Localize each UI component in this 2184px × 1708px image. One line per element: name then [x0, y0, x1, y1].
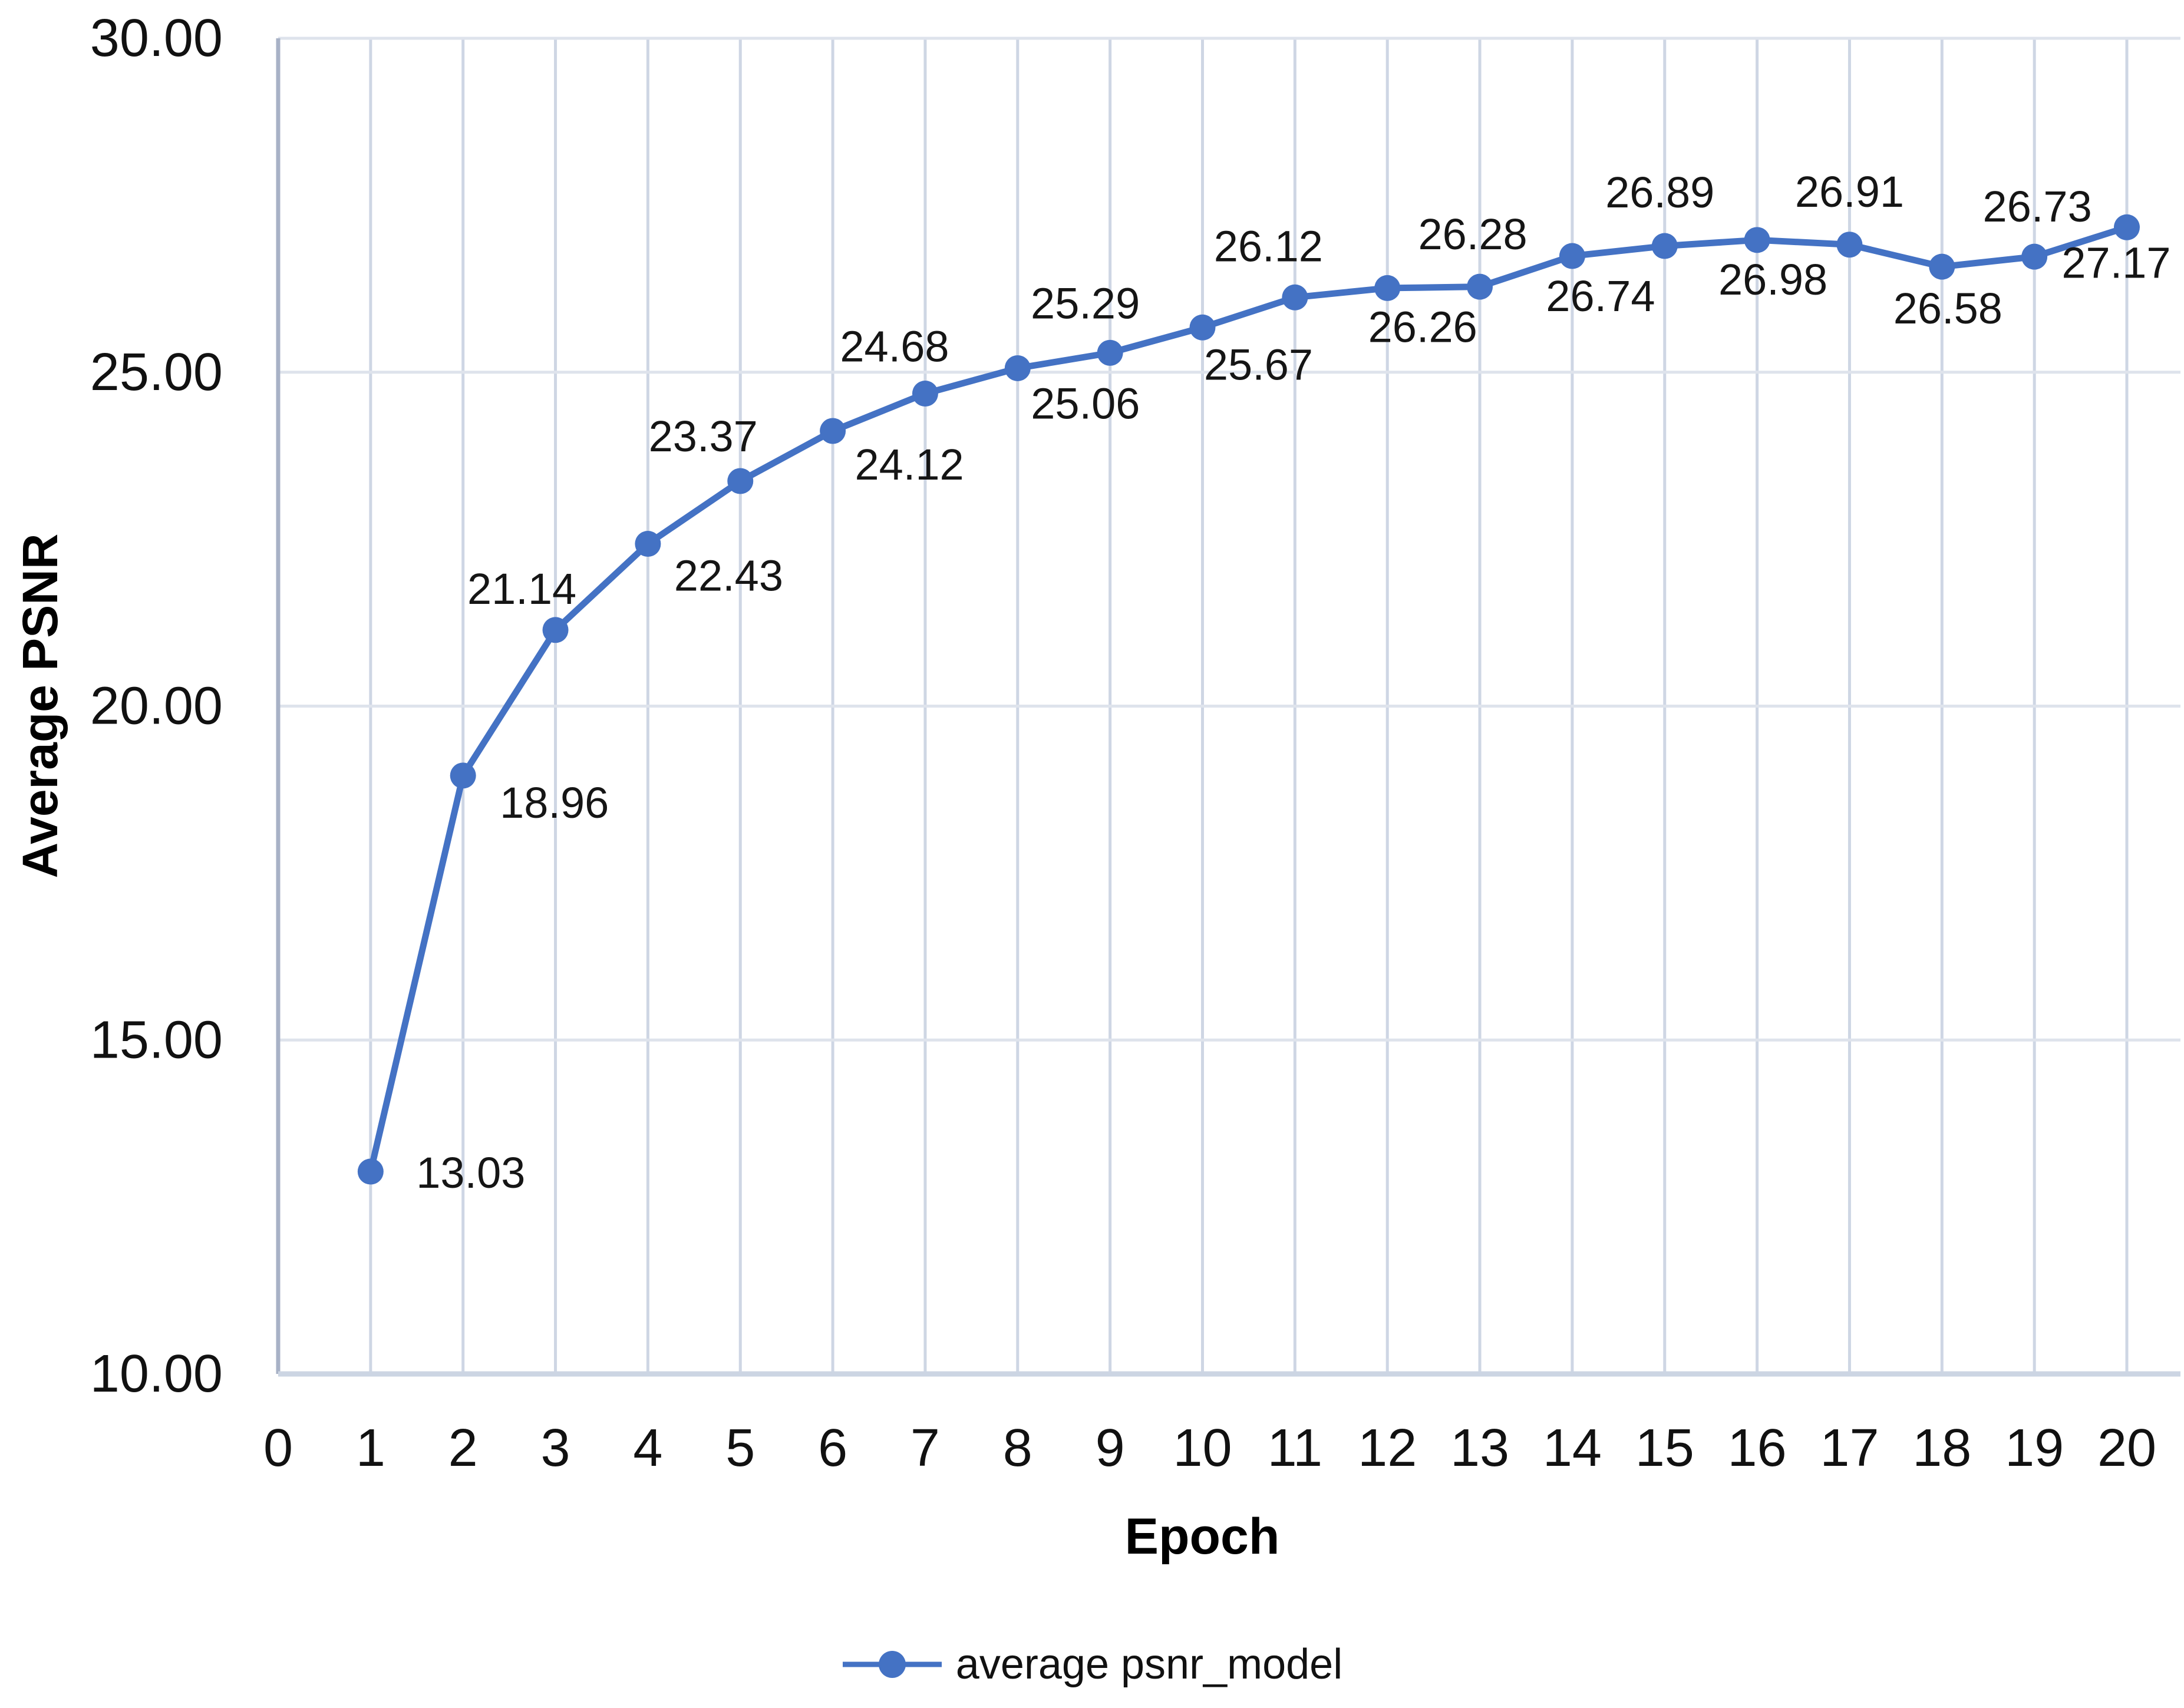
- data-labels: 13.03 18.96 21.14 22.43 23.37 24.12 24.68 25.06…: [416, 167, 2170, 1197]
- x-tick-label: 19: [2005, 1419, 2064, 1478]
- x-tick-label: 15: [1635, 1419, 1694, 1478]
- y-tick-label: 20.00: [90, 677, 223, 736]
- series-line: [367, 224, 2130, 1175]
- x-tick-label: 8: [1003, 1419, 1032, 1478]
- data-point-label: 13.03: [416, 1148, 525, 1197]
- data-point-marker: [2021, 243, 2048, 270]
- data-point-label: 26.74: [1546, 272, 1655, 321]
- y-tick-labels: 10.00 15.00 20.00 25.00 30.00: [90, 9, 223, 1403]
- data-point-marker: [1189, 314, 1216, 341]
- data-point-marker: [1836, 232, 1863, 258]
- axis-lines: [276, 38, 2180, 1377]
- data-point-marker: [820, 418, 846, 444]
- x-tick-label: 6: [818, 1419, 847, 1478]
- data-point-label: 21.14: [467, 564, 576, 613]
- data-point-label: 23.37: [649, 412, 758, 461]
- x-tick-label: 11: [1268, 1419, 1322, 1478]
- y-tick-label: 30.00: [90, 9, 223, 68]
- x-tick-label: 3: [541, 1419, 570, 1478]
- y-tick-label: 15.00: [90, 1010, 223, 1069]
- data-point-label: 26.58: [1893, 284, 2002, 333]
- x-tick-label: 20: [2097, 1419, 2156, 1478]
- data-point-label: 24.68: [840, 322, 949, 371]
- x-tick-label: 14: [1543, 1419, 1602, 1478]
- x-axis-title: Epoch: [1125, 1508, 1280, 1565]
- data-point-label: 25.67: [1204, 340, 1313, 389]
- y-axis-title: Average PSNR: [12, 533, 68, 878]
- data-point-marker: [727, 468, 754, 494]
- x-tick-label: 1: [356, 1419, 385, 1478]
- data-point-label: 26.91: [1795, 167, 1904, 216]
- x-tick-label: 5: [725, 1419, 755, 1478]
- data-point-marker: [1097, 339, 1123, 366]
- data-point-marker: [1651, 233, 1678, 259]
- legend: average psnr_model: [0, 1639, 2184, 1690]
- x-tick-label: 0: [263, 1419, 293, 1478]
- data-point-label: 24.12: [855, 440, 964, 489]
- data-point-label: 25.29: [1031, 279, 1140, 328]
- data-point-marker: [450, 762, 476, 789]
- data-point-marker: [635, 531, 661, 557]
- x-tick-label: 9: [1096, 1419, 1125, 1478]
- y-tick-label: 10.00: [90, 1344, 223, 1403]
- data-point-label: 26.73: [1983, 182, 2092, 231]
- data-point-label: 18.96: [500, 778, 609, 827]
- x-tick-label: 13: [1450, 1419, 1509, 1478]
- data-point-marker: [1929, 253, 1955, 280]
- data-point-label: 26.98: [1718, 255, 1827, 304]
- x-tick-label: 2: [448, 1419, 478, 1478]
- data-point-marker: [1374, 275, 1401, 301]
- data-point-marker: [542, 617, 569, 643]
- x-tick-label: 10: [1173, 1419, 1232, 1478]
- data-point-marker: [1744, 227, 1770, 253]
- x-tick-label: 4: [633, 1419, 662, 1478]
- data-point-markers: [357, 214, 2140, 1185]
- x-tick-labels: 0 1 2 3 4 5 6 7 8 9 10 11 12 13 14 15 16 17 18 19 20: [263, 1419, 2156, 1478]
- data-point-label: 26.12: [1214, 222, 1323, 270]
- data-point-label: 27.17: [2061, 238, 2170, 287]
- x-tick-label: 7: [910, 1419, 940, 1478]
- data-point-marker: [357, 1158, 384, 1185]
- data-point-marker: [2114, 214, 2140, 240]
- series-line-group: [367, 224, 2130, 1175]
- data-point-label: 26.89: [1605, 168, 1714, 217]
- x-tick-label: 12: [1358, 1419, 1417, 1478]
- data-point-marker: [1282, 284, 1308, 310]
- x-tick-label: 17: [1820, 1419, 1879, 1478]
- data-point-label: 22.43: [674, 551, 783, 600]
- data-point-marker: [1559, 243, 1585, 269]
- x-tick-label: 16: [1728, 1419, 1787, 1478]
- data-point-label: 26.26: [1368, 302, 1477, 351]
- y-tick-label: 25.00: [90, 343, 223, 402]
- legend-line-marker-icon: [842, 1651, 942, 1679]
- data-point-label: 25.06: [1031, 379, 1140, 428]
- data-point-marker: [1004, 355, 1031, 381]
- x-tick-label: 18: [1912, 1419, 1971, 1478]
- data-point-marker: [912, 381, 938, 407]
- data-point-label: 26.28: [1418, 210, 1527, 259]
- legend-label: average psnr_model: [955, 1641, 1343, 1688]
- data-point-marker: [1467, 273, 1493, 300]
